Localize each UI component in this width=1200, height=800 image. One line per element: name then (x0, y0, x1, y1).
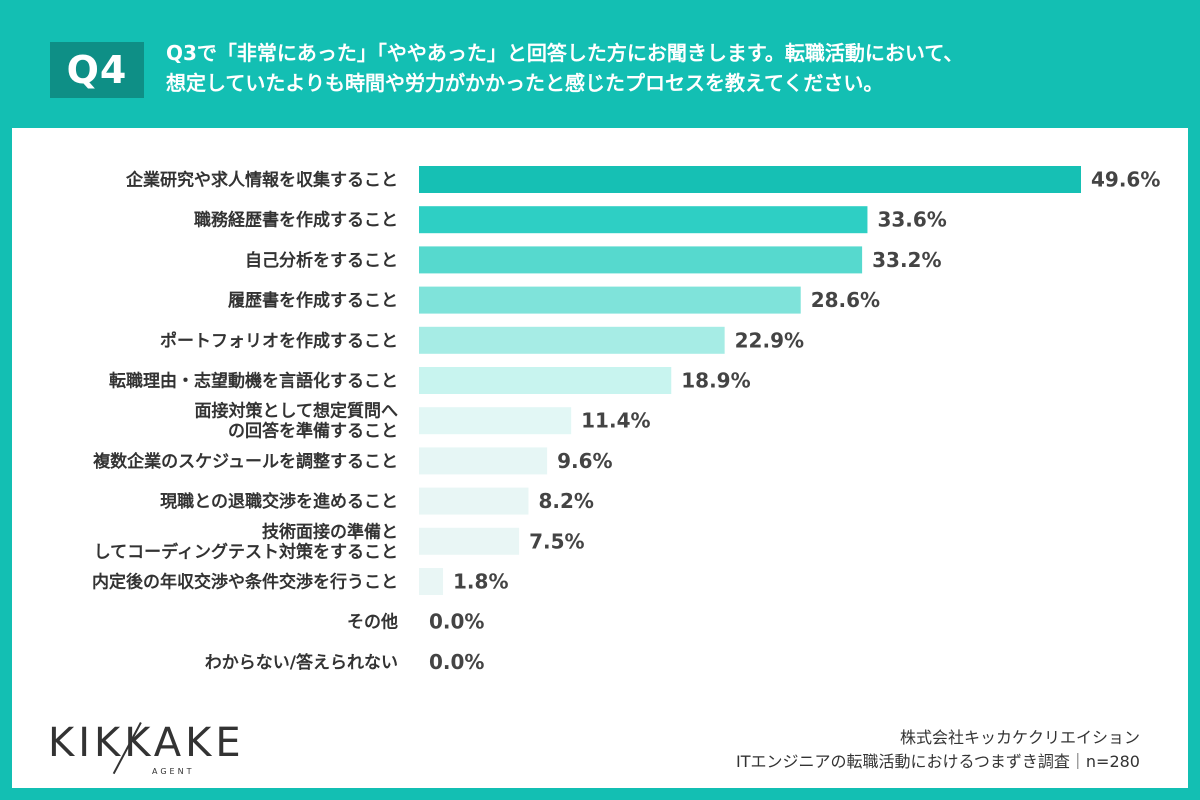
bar-6 (419, 367, 672, 394)
value-label-1: 49.6% (1091, 168, 1160, 192)
value-label-8: 9.6% (557, 449, 612, 473)
value-label-13: 0.0% (429, 650, 484, 674)
bar-chart: 企業研究や求人情報を収集すること 49.6% 職務経歴書を作成すること 33.6% 自己… (92, 166, 1160, 674)
category-label-6: 転職理由・志望動機を言語化すること (109, 371, 398, 392)
value-label-11: 1.8% (453, 570, 508, 594)
kikkake-logo: KIKKAKE AGENT (48, 720, 278, 780)
question-line-2: 想定していたよりも時間や労力がかかったと感じたプロセスを教えてください。 (166, 71, 884, 95)
header: Q4 Q3で「非常にあった」「ややあった」と回答した方にお聞きします。転職活動に… (0, 0, 1200, 128)
category-label-4: 履歴書を作成すること (228, 290, 398, 311)
logo-wordmark: KIKKAKE (48, 720, 245, 766)
chart-panel: 企業研究や求人情報を収集すること 49.6% 職務経歴書を作成すること 33.6% 自己… (12, 128, 1188, 788)
bar-4 (419, 286, 801, 314)
value-label-4: 28.6% (811, 288, 880, 312)
question-line-1: Q3で「非常にあった」「ややあった」と回答した方にお聞きします。転職活動において… (166, 41, 964, 65)
bar-10 (419, 527, 520, 555)
value-label-10: 7.5% (529, 529, 584, 553)
category-label-2: 職務経歴書を作成すること (194, 210, 398, 231)
category-label-11: 内定後の年収交渉や条件交渉を行うこと (92, 572, 398, 593)
value-label-12: 0.0% (429, 610, 484, 634)
value-label-7: 11.4% (581, 409, 650, 433)
category-label-1: 企業研究や求人情報を収集すること (125, 170, 398, 191)
footer-survey: ITエンジニアの転職活動におけるつまずき調査｜n=280 (736, 752, 1140, 771)
value-label-6: 18.9% (681, 369, 750, 393)
question-badge: Q4 (50, 42, 144, 98)
bar-3 (419, 246, 863, 274)
question-text: Q3で「非常にあった」「ややあった」と回答した方にお聞きします。転職活動において… (166, 38, 1166, 98)
category-label-5: ポートフォリオを作成すること (160, 330, 398, 351)
bar-9 (419, 487, 529, 515)
value-label-5: 22.9% (735, 328, 804, 352)
bar-11 (419, 568, 444, 595)
value-label-3: 33.2% (872, 248, 941, 272)
bar-5 (419, 326, 725, 354)
bar-7 (419, 407, 572, 435)
footer-company: 株式会社キッカケクリエイション (899, 728, 1140, 747)
bar-2 (419, 206, 868, 234)
bar-8 (419, 447, 548, 475)
category-label-8: 複数企業のスケジュールを調整すること (92, 451, 398, 472)
footer: 株式会社キッカケクリエイション ITエンジニアの転職活動におけるつまずき調査｜n… (736, 726, 1140, 774)
category-label-7: 面接対策として想定質問への回答を準備すること (195, 401, 399, 442)
category-label-13: わからない/答えられない (205, 652, 398, 673)
logo-subtitle: AGENT (152, 767, 195, 776)
category-label-12: その他 (347, 612, 398, 633)
value-label-2: 33.6% (877, 208, 946, 232)
value-label-9: 8.2% (538, 489, 593, 513)
category-label-3: 自己分析をすること (245, 250, 398, 271)
category-label-10: 技術面接の準備としてコーディングテスト対策をすること (94, 521, 398, 562)
bar-1 (419, 166, 1081, 193)
category-label-9: 現職との退職交渉を進めること (160, 491, 398, 512)
